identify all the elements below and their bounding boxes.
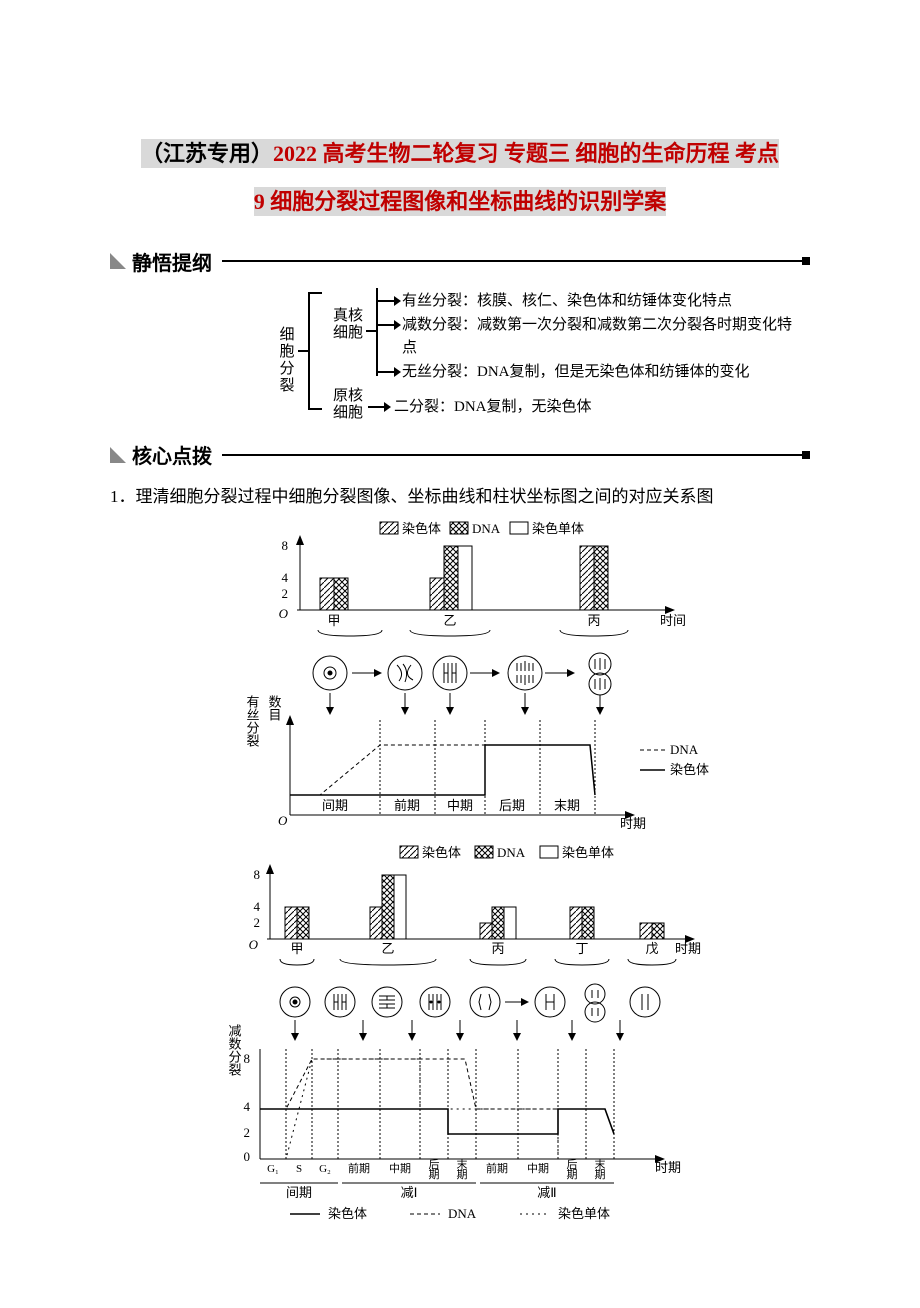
svg-text:8: 8 — [282, 538, 289, 553]
leg-dna: DNA — [472, 521, 501, 536]
svg-text:前期: 前期 — [348, 1161, 370, 1175]
svg-text:2: 2 — [254, 915, 261, 930]
concept-tree: 细胞分裂 真核细胞 有丝分裂：核膜、核仁、染色体和纺锤体变化特点 减数分裂：减数… — [310, 286, 810, 423]
svg-text:丙: 丙 — [491, 941, 504, 956]
svg-text:O: O — [279, 606, 289, 621]
svg-text:G₁: G₁ — [267, 1163, 279, 1175]
tree-mitosis: 有丝分裂：核膜、核仁、染色体和纺锤体变化特点 — [324, 290, 802, 313]
title-line2: 9 细胞分裂过程图像和坐标曲线的识别学案 — [254, 187, 667, 216]
svg-text:2: 2 — [244, 1125, 251, 1140]
svg-text:O: O — [278, 813, 288, 828]
section-rule — [222, 260, 810, 262]
svg-text:减Ⅱ: 减Ⅱ — [537, 1185, 556, 1200]
svg-text:数目: 数目 — [267, 695, 282, 721]
section-rule — [222, 454, 810, 456]
svg-text:时期: 时期 — [655, 1160, 681, 1175]
title-prefix: （江苏专用） — [141, 141, 273, 166]
svg-text:甲: 甲 — [327, 613, 340, 628]
svg-text:丙: 丙 — [587, 613, 600, 628]
svg-text:0: 0 — [244, 1149, 251, 1164]
svg-text:2: 2 — [282, 586, 289, 601]
svg-text:染色单体: 染色单体 — [558, 1206, 610, 1221]
svg-text:有丝分裂: 有丝分裂 — [245, 695, 260, 747]
mitosis-figure: 染色体 DNA 染色单体 8 4 2 O 甲 乙 — [210, 520, 710, 840]
section-head-2: 核心点拨 — [110, 440, 810, 469]
tree-root: 细胞分裂 — [274, 326, 297, 394]
leg-chrom: 染色体 — [402, 521, 441, 536]
tree-prokaryote: 原核细胞 二分裂：DNA复制，无染色体 — [324, 392, 810, 423]
point-1: 1．理清细胞分裂过程中细胞分裂图像、坐标曲线和柱状坐标图之间的对应关系图 — [110, 483, 810, 510]
svg-text:8: 8 — [244, 1051, 251, 1066]
section-title-1: 静悟提纲 — [132, 247, 212, 276]
leg-chromatid: 染色单体 — [532, 521, 584, 536]
svg-text:间期: 间期 — [322, 798, 348, 813]
tree-eukaryote: 真核细胞 有丝分裂：核膜、核仁、染色体和纺锤体变化特点 减数分裂：减数第一次分裂… — [324, 286, 810, 388]
title-block: （江苏专用）2022 高考生物二轮复习 专题三 细胞的生命历程 考点 9 细胞分… — [110, 130, 810, 227]
svg-text:后期: 后期 — [567, 1158, 578, 1181]
svg-text:染色单体: 染色单体 — [562, 845, 614, 860]
svg-text:末期: 末期 — [595, 1157, 606, 1181]
svg-text:4: 4 — [282, 570, 289, 585]
svg-text:O: O — [249, 937, 259, 952]
tree-binary: 二分裂：DNA复制，无染色体 — [324, 396, 794, 419]
svg-text:DNA: DNA — [497, 845, 526, 860]
svg-text:4: 4 — [244, 1099, 251, 1114]
svg-text:G₂: G₂ — [319, 1163, 331, 1175]
svg-text:8: 8 — [254, 867, 261, 882]
triangle-icon — [110, 253, 126, 269]
svg-text:染色体: 染色体 — [328, 1206, 367, 1221]
svg-text:染色体: 染色体 — [422, 845, 461, 860]
svg-text:时期: 时期 — [675, 941, 701, 956]
section-head-1: 静悟提纲 — [110, 247, 810, 276]
svg-text:时期: 时期 — [620, 816, 646, 831]
svg-text:乙: 乙 — [443, 613, 456, 628]
tree-meiosis: 减数分裂：减数第一次分裂和减数第二次分裂各时期变化特点 — [324, 314, 802, 359]
svg-text:染色体: 染色体 — [670, 762, 709, 777]
svg-text:DNA: DNA — [448, 1206, 477, 1221]
svg-text:S: S — [296, 1163, 302, 1175]
svg-text:末期: 末期 — [457, 1157, 468, 1181]
svg-text:末期: 末期 — [554, 798, 580, 813]
svg-text:后期: 后期 — [429, 1158, 440, 1181]
title-line1: 2022 高考生物二轮复习 专题三 细胞的生命历程 考点 — [273, 141, 779, 166]
svg-text:4: 4 — [254, 899, 261, 914]
meiosis-figure: 染色体 DNA 染色单体 8 4 2 O 甲 乙 — [200, 844, 720, 1244]
svg-text:中期: 中期 — [527, 1162, 549, 1175]
svg-text:减数分裂: 减数分裂 — [227, 1024, 242, 1076]
svg-text:戊: 戊 — [645, 941, 658, 956]
svg-text:甲: 甲 — [290, 941, 303, 956]
svg-text:中期: 中期 — [389, 1162, 411, 1175]
section-title-2: 核心点拨 — [132, 440, 212, 469]
svg-text:时间: 时间 — [660, 613, 686, 628]
triangle-icon — [110, 447, 126, 463]
svg-text:丁: 丁 — [575, 941, 588, 956]
svg-text:间期: 间期 — [286, 1185, 312, 1200]
svg-text:前期: 前期 — [486, 1161, 508, 1175]
svg-text:减Ⅰ: 减Ⅰ — [401, 1185, 418, 1200]
svg-text:DNA: DNA — [670, 742, 699, 757]
svg-text:后期: 后期 — [499, 798, 525, 813]
svg-text:乙: 乙 — [381, 941, 394, 956]
tree-amitosis: 无丝分裂：DNA复制，但是无染色体和纺锤体的变化 — [324, 361, 802, 384]
svg-text:前期: 前期 — [394, 798, 420, 813]
svg-text:中期: 中期 — [447, 798, 473, 813]
